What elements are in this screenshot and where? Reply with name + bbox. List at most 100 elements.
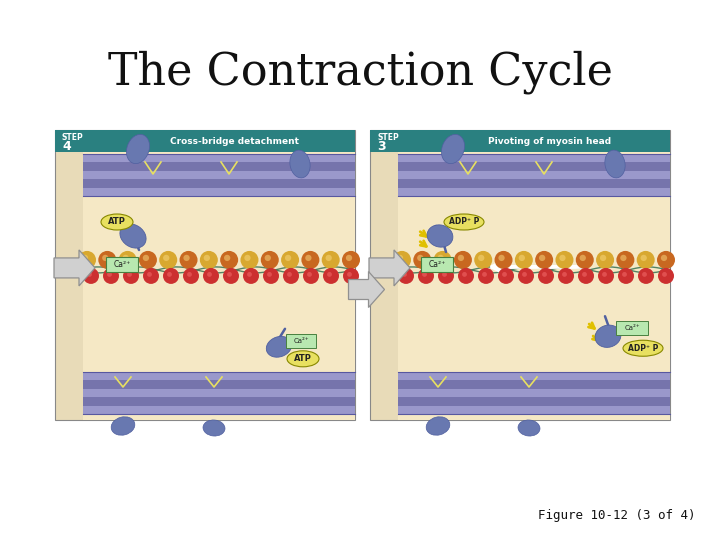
Circle shape xyxy=(203,268,219,284)
Circle shape xyxy=(167,272,172,277)
Ellipse shape xyxy=(101,214,133,230)
Circle shape xyxy=(442,272,447,277)
Circle shape xyxy=(265,255,271,261)
Circle shape xyxy=(323,268,339,284)
Circle shape xyxy=(147,272,152,277)
Circle shape xyxy=(143,255,149,261)
Bar xyxy=(370,130,670,152)
Circle shape xyxy=(281,251,299,269)
Bar xyxy=(83,171,355,179)
Bar xyxy=(83,187,355,196)
Circle shape xyxy=(438,255,444,261)
Circle shape xyxy=(240,251,258,269)
Circle shape xyxy=(87,272,92,277)
Circle shape xyxy=(302,251,320,269)
Circle shape xyxy=(433,251,451,269)
Circle shape xyxy=(397,255,403,261)
Circle shape xyxy=(518,268,534,284)
Circle shape xyxy=(122,255,129,261)
Circle shape xyxy=(342,251,360,269)
Circle shape xyxy=(518,255,525,261)
Ellipse shape xyxy=(623,340,663,356)
Bar xyxy=(83,154,355,163)
Circle shape xyxy=(263,268,279,284)
Circle shape xyxy=(422,272,427,277)
Text: Ca²⁺: Ca²⁺ xyxy=(113,260,130,269)
Bar xyxy=(398,163,670,171)
FancyBboxPatch shape xyxy=(421,257,453,272)
Circle shape xyxy=(542,272,547,277)
Circle shape xyxy=(618,268,634,284)
Circle shape xyxy=(657,251,675,269)
FancyBboxPatch shape xyxy=(286,334,316,348)
Circle shape xyxy=(454,251,472,269)
Circle shape xyxy=(636,251,654,269)
Bar xyxy=(398,380,670,389)
Circle shape xyxy=(143,268,159,284)
Circle shape xyxy=(267,272,272,277)
Circle shape xyxy=(662,272,667,277)
Bar xyxy=(398,171,670,179)
Circle shape xyxy=(287,272,292,277)
Circle shape xyxy=(474,251,492,269)
Circle shape xyxy=(638,268,654,284)
Circle shape xyxy=(82,255,88,261)
Circle shape xyxy=(398,268,414,284)
Ellipse shape xyxy=(266,336,292,357)
Circle shape xyxy=(418,268,434,284)
Circle shape xyxy=(220,251,238,269)
Circle shape xyxy=(438,268,454,284)
Bar xyxy=(370,130,670,420)
Circle shape xyxy=(139,251,157,269)
Bar xyxy=(55,130,355,420)
Text: STEP: STEP xyxy=(377,133,399,143)
Text: Cross-bridge detachment: Cross-bridge detachment xyxy=(171,137,300,145)
Circle shape xyxy=(402,272,407,277)
Circle shape xyxy=(107,272,112,277)
Text: STEP: STEP xyxy=(62,133,84,143)
Ellipse shape xyxy=(444,214,484,230)
Circle shape xyxy=(200,251,218,269)
Ellipse shape xyxy=(427,225,453,247)
Ellipse shape xyxy=(127,134,150,164)
Bar xyxy=(83,406,355,414)
Circle shape xyxy=(305,255,312,261)
Circle shape xyxy=(562,272,567,277)
Circle shape xyxy=(620,255,626,261)
Text: ADP⁺ P: ADP⁺ P xyxy=(628,344,658,353)
Bar xyxy=(398,187,670,196)
Circle shape xyxy=(163,268,179,284)
Circle shape xyxy=(347,272,352,277)
Ellipse shape xyxy=(441,134,464,164)
Circle shape xyxy=(327,272,332,277)
Ellipse shape xyxy=(287,351,319,367)
Circle shape xyxy=(559,255,566,261)
Circle shape xyxy=(535,251,553,269)
Text: Pivoting of myosin head: Pivoting of myosin head xyxy=(488,137,611,145)
Circle shape xyxy=(622,272,627,277)
Circle shape xyxy=(478,255,485,261)
Bar xyxy=(83,397,355,406)
Circle shape xyxy=(642,272,647,277)
Ellipse shape xyxy=(426,417,450,435)
Polygon shape xyxy=(369,250,410,286)
Circle shape xyxy=(184,255,189,261)
FancyBboxPatch shape xyxy=(106,257,138,272)
Circle shape xyxy=(600,255,606,261)
Circle shape xyxy=(555,251,573,269)
FancyBboxPatch shape xyxy=(616,321,648,335)
Polygon shape xyxy=(348,272,384,307)
Circle shape xyxy=(578,268,594,284)
Circle shape xyxy=(99,251,117,269)
Circle shape xyxy=(462,272,467,277)
Text: Ca²⁺: Ca²⁺ xyxy=(293,338,309,344)
Circle shape xyxy=(223,268,239,284)
Circle shape xyxy=(187,272,192,277)
Ellipse shape xyxy=(120,224,146,248)
Circle shape xyxy=(580,255,586,261)
Ellipse shape xyxy=(290,150,310,178)
Circle shape xyxy=(159,251,177,269)
Circle shape xyxy=(261,251,279,269)
Bar xyxy=(55,130,355,152)
Circle shape xyxy=(207,272,212,277)
